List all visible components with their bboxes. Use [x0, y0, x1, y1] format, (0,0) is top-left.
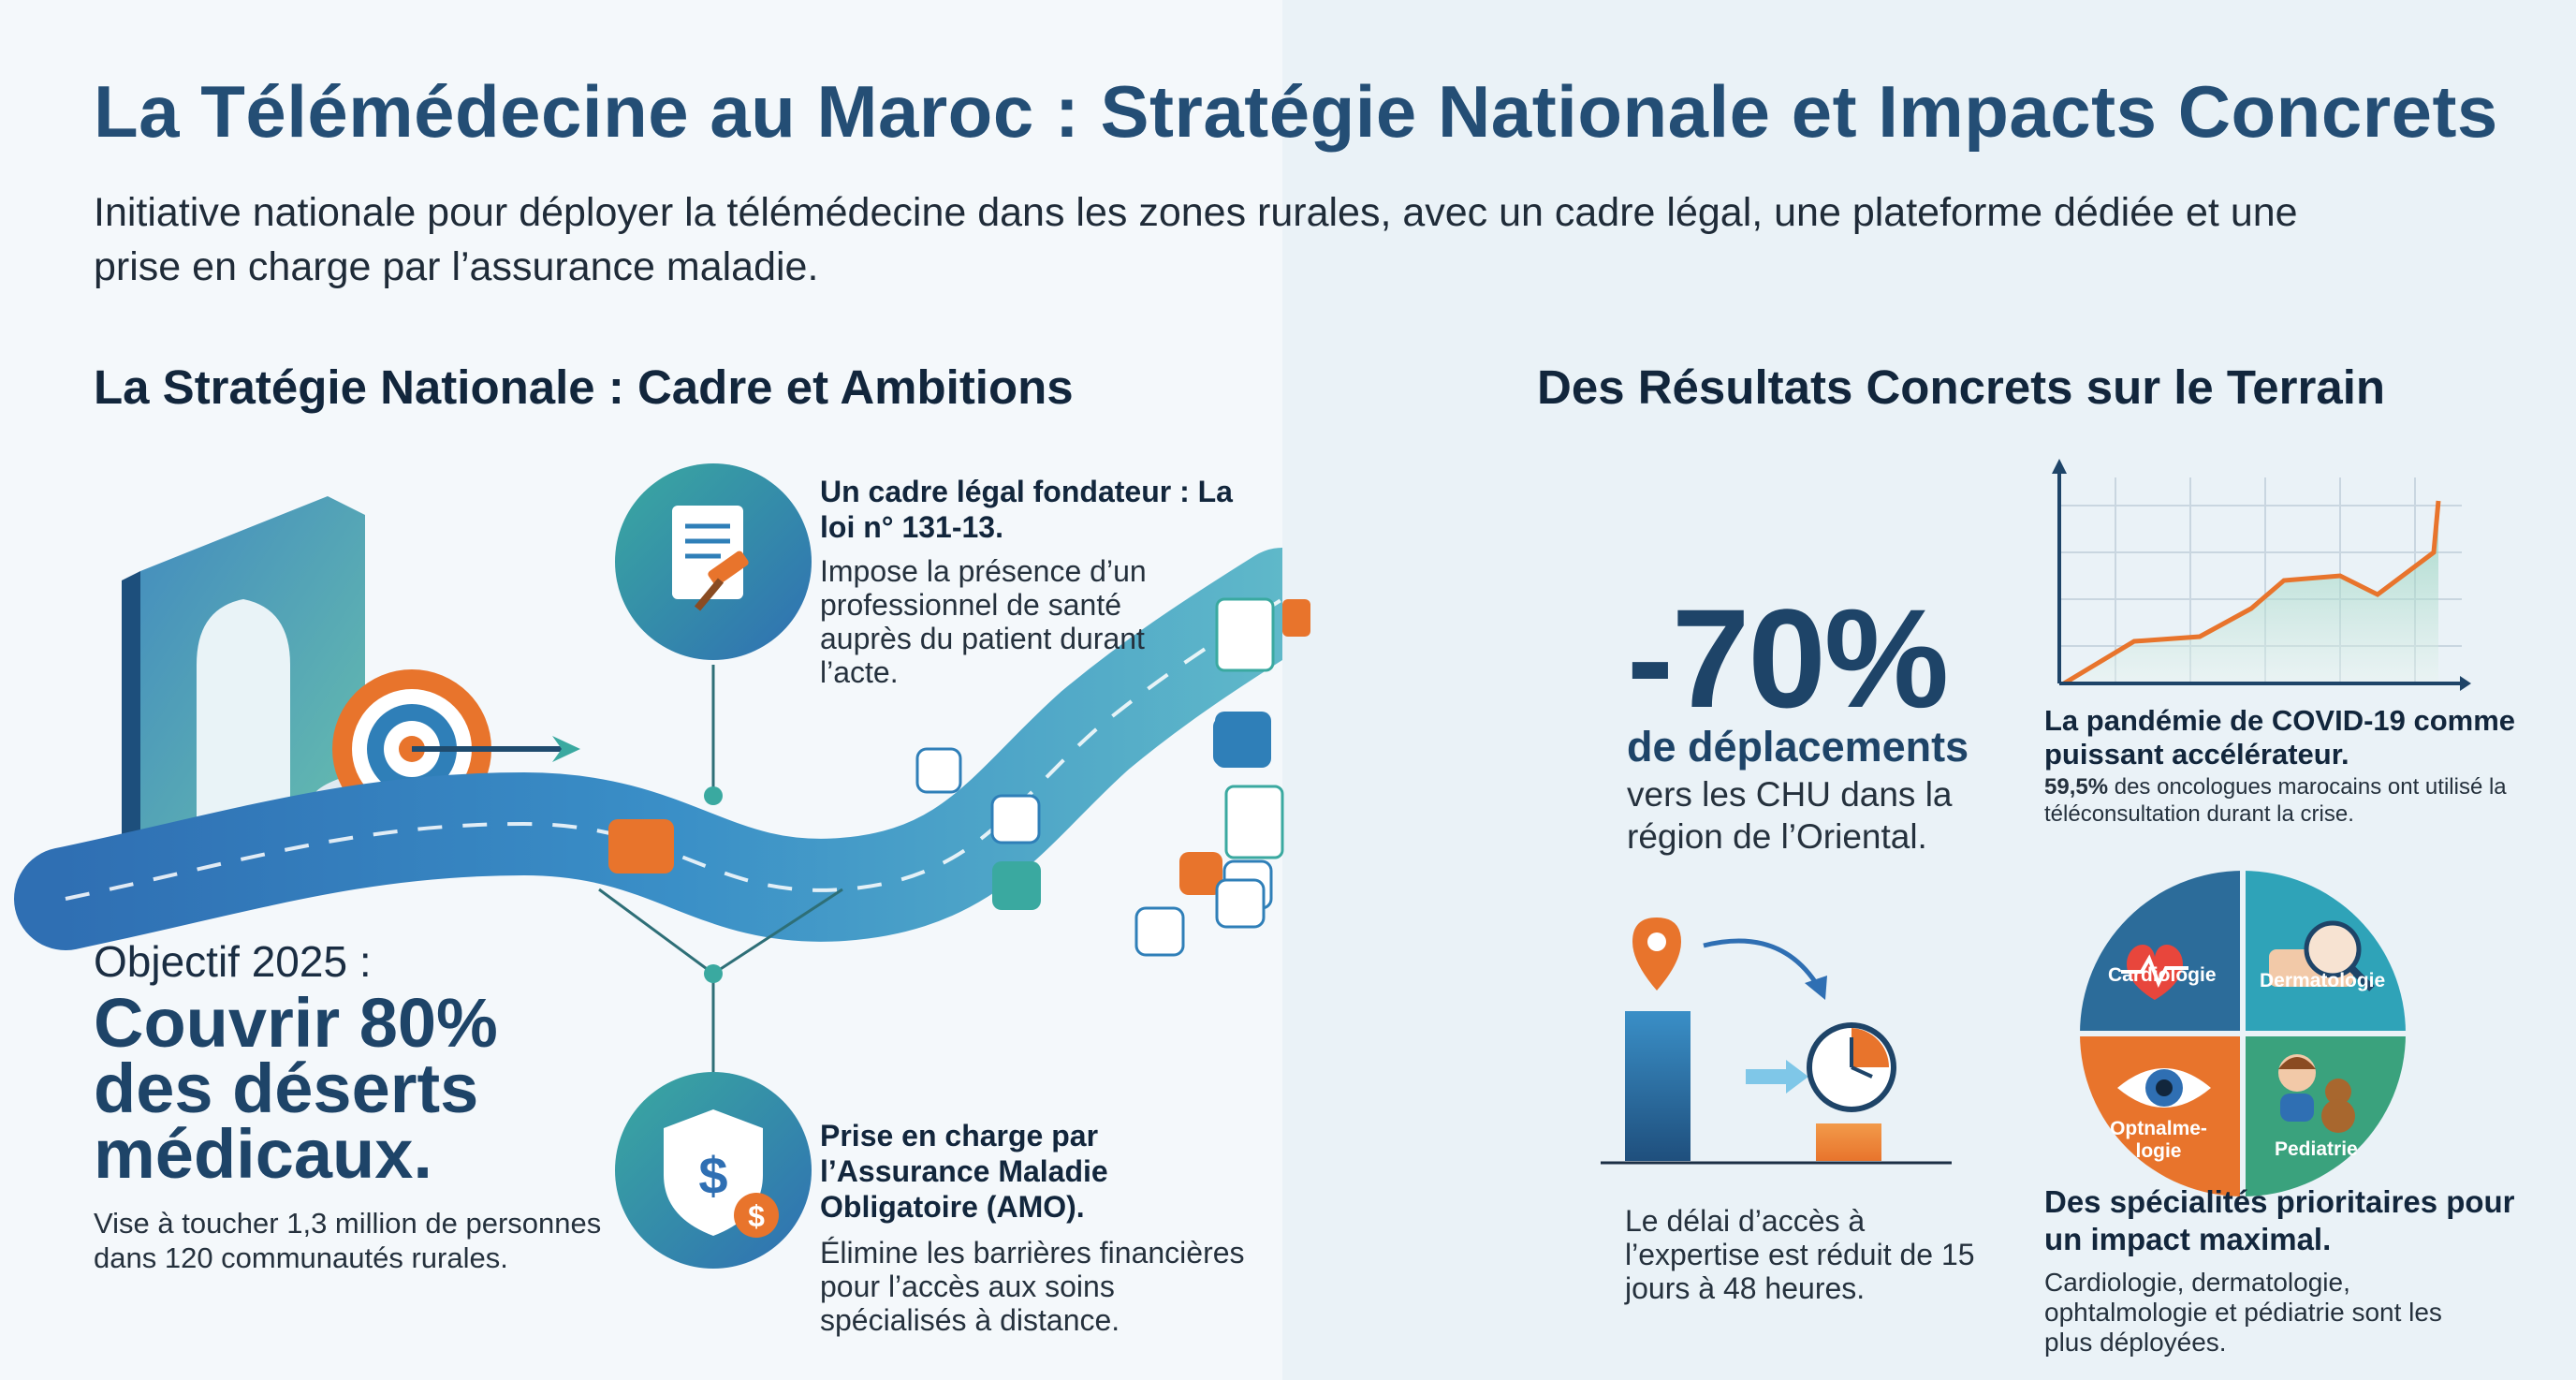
specialties-text: Cardiologie, dermatologie, ophtalmologie…: [2044, 1268, 2442, 1357]
magnifier-icon: [2269, 920, 2375, 991]
page-title: La Télémédecine au Maroc : Stratégie Nat…: [94, 70, 2498, 153]
amo-title: Prise en charge par l’Assurance Maladie …: [820, 1119, 1108, 1224]
svg-text:$: $: [698, 1146, 727, 1205]
moroccan-arch-icon: [122, 496, 365, 852]
objective-label: Objectif 2025 :: [94, 937, 372, 986]
covid-text: 59,5% des oncologues marocains ont utili…: [2044, 773, 2531, 828]
strategy-illustration: $ $: [14, 463, 1282, 1269]
delay-reduction-text: Le délai d’accès à l’expertise est rédui…: [1625, 1204, 1975, 1305]
eye-icon: [2117, 1068, 2211, 1108]
legal-framework-title: Un cadre légal fondateur : La loi n° 131…: [820, 475, 1233, 544]
puzzle-label-cardiologie: Cardiologie: [2108, 964, 2217, 986]
location-pin-icon: [1632, 918, 1681, 991]
amo-text: Élimine les barrières financières pour l…: [820, 1236, 1245, 1337]
app-tiles: [608, 717, 1273, 957]
before-bar: [1625, 1011, 1690, 1161]
travel-reduction-text: vers les CHU dans la région de l’Orienta…: [1627, 775, 1953, 856]
covid-highlight: 59,5%: [2044, 774, 2109, 800]
objective-headline: Couvrir 80% des déserts médicaux.: [94, 984, 498, 1193]
puzzle-label-dermatologie: Dermatologie: [2260, 970, 2386, 991]
specialties-title: Des spécialités prioritaires pour un imp…: [2044, 1184, 2515, 1256]
results-section-title: Des Résultats Concrets sur le Terrain: [1537, 360, 2386, 414]
after-bar: [1816, 1123, 1881, 1161]
child-teddy-icon: [2278, 1054, 2355, 1133]
page-subtitle: Initiative nationale pour déployer la té…: [94, 190, 2298, 289]
ophthalmology-piece: [2080, 1034, 2243, 1196]
clock-icon: [1807, 1022, 1896, 1112]
objective-text: Vise à toucher 1,3 million de personnes …: [94, 1207, 602, 1274]
strategy-section-title: La Stratégie Nationale : Cadre et Ambiti…: [94, 360, 1074, 414]
puzzle-label-pediatrie: Pediatrie: [2275, 1138, 2358, 1160]
travel-reduction-stat: -70%: [1627, 580, 1949, 737]
svg-text:$: $: [748, 1199, 765, 1233]
right-panel-background: [1282, 0, 2576, 1380]
gavel-document-icon: [615, 463, 812, 660]
heart-icon: [2121, 944, 2188, 1000]
legal-framework-text: Impose la présence d’un professionnel de…: [820, 554, 1147, 689]
delay-reduction-illustration: [1601, 918, 1952, 1165]
growth-chart-illustration: [2052, 459, 2471, 691]
travel-reduction-label: de déplacements: [1627, 723, 1969, 771]
shield-dollar-icon: $ $: [615, 1072, 812, 1269]
digital-road: [14, 548, 1282, 950]
floating-icon-tiles: [1215, 597, 1310, 929]
covid-title: La pandémie de COVID-19 comme puissant a…: [2044, 704, 2516, 771]
covid-body: des oncologues marocains ont utilisé la …: [2044, 774, 2507, 827]
specialties-puzzle: Cardiologie Dermatologie Optnalme-logie …: [2080, 871, 2406, 1196]
puzzle-label-ophtalmologie: Optnalme-logie: [2110, 1118, 2207, 1162]
